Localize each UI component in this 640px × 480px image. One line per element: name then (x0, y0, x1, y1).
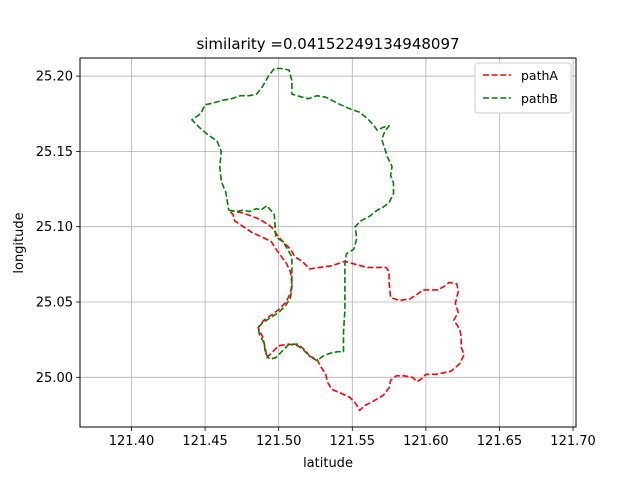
y-tick-label: 25.20 (36, 70, 73, 85)
series-lines (191, 67, 465, 412)
legend: pathA pathB (474, 62, 572, 114)
y-tick-label: 25.15 (36, 145, 73, 160)
x-tick-label: 121.55 (330, 434, 376, 449)
y-tick-label: 25.05 (36, 295, 73, 310)
series-line-patha (228, 209, 465, 412)
x-axis-title: latitude (303, 456, 353, 471)
chart-title: similarity =0.04152249134948097 (196, 35, 459, 53)
plot-frame (79, 57, 577, 428)
x-tick-label: 121.60 (403, 434, 449, 449)
x-tick-label: 121.40 (109, 434, 155, 449)
x-tick-label: 121.50 (256, 434, 302, 449)
grid-lines (80, 58, 576, 427)
legend-label-patha: pathA (521, 68, 558, 83)
legend-label-pathb: pathB (521, 91, 558, 106)
x-tick-label: 121.70 (550, 434, 596, 449)
series-line-pathb (191, 67, 395, 362)
y-tick-label: 25.00 (36, 371, 73, 386)
axis-ticks: 121.40 121.45 121.50 121.55 121.60 121.65 121.… (36, 70, 596, 449)
y-tick-label: 25.10 (36, 220, 73, 235)
x-tick-label: 121.65 (477, 434, 523, 449)
y-axis-title: longitude (12, 212, 27, 273)
legend-box (474, 62, 572, 114)
x-tick-label: 121.45 (182, 434, 228, 449)
